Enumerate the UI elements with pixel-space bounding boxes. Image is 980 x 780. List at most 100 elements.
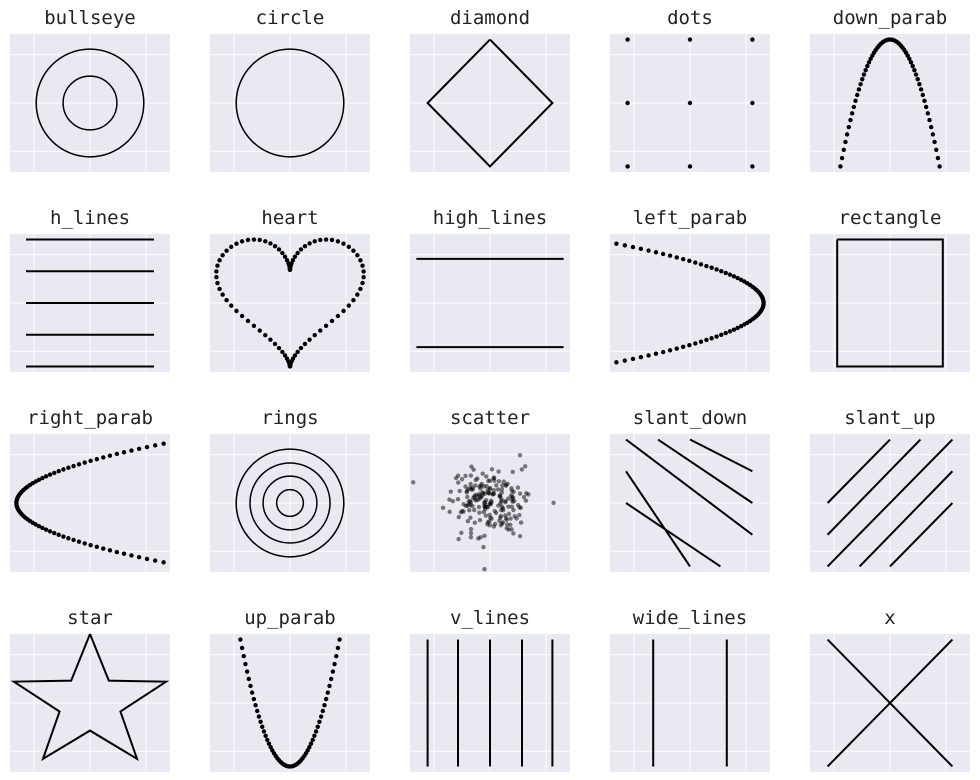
- data-point: [493, 510, 499, 516]
- data-point: [302, 244, 308, 249]
- data-point: [464, 488, 470, 494]
- data-point: [750, 164, 755, 169]
- data-point: [144, 556, 150, 562]
- data-point: [244, 669, 250, 674]
- data-point: [255, 708, 260, 714]
- data-point: [107, 548, 113, 553]
- data-point: [312, 239, 317, 244]
- data-point: [355, 292, 360, 297]
- data-point: [630, 244, 636, 250]
- series-line: [889, 502, 954, 568]
- data-point: [251, 323, 257, 329]
- data-point: [440, 505, 446, 511]
- data-point: [499, 499, 504, 504]
- data-point: [463, 473, 468, 479]
- chart-panel-circle: circle: [210, 4, 370, 172]
- data-point: [66, 536, 71, 541]
- chart-plot-area: [10, 234, 170, 372]
- data-point: [856, 87, 862, 92]
- chart-title: slant_down: [632, 407, 748, 429]
- chart-title: x: [884, 607, 896, 629]
- chart-title: h_lines: [49, 207, 131, 229]
- chart-panel-high-lines: high_lines: [410, 204, 570, 372]
- chart-plot-area: [210, 434, 370, 572]
- data-point: [358, 258, 363, 263]
- data-point: [521, 495, 527, 500]
- data-point: [483, 513, 489, 518]
- data-point: [866, 60, 872, 65]
- data-point: [719, 332, 724, 338]
- data-point: [220, 292, 225, 297]
- data-point: [468, 499, 474, 505]
- data-point: [456, 480, 461, 485]
- data-point: [47, 472, 53, 477]
- data-point: [243, 661, 248, 667]
- data-point: [714, 334, 719, 339]
- data-point: [337, 637, 342, 642]
- data-point: [323, 323, 329, 329]
- data-point: [66, 465, 71, 470]
- data-point: [328, 676, 334, 682]
- series-circle: [262, 475, 318, 531]
- data-point: [43, 527, 49, 532]
- data-point: [282, 254, 288, 259]
- data-point: [848, 117, 853, 123]
- data-point: [217, 286, 222, 292]
- chart-plot-area: [810, 34, 970, 172]
- data-point: [932, 139, 937, 145]
- series-circle: [275, 488, 305, 518]
- data-point: [318, 237, 323, 243]
- data-point: [523, 464, 528, 469]
- data-point: [361, 275, 366, 280]
- chart-plot-area: [410, 234, 570, 372]
- data-point: [499, 487, 505, 492]
- data-point: [923, 104, 929, 110]
- data-point: [750, 100, 755, 106]
- data-point: [506, 504, 511, 509]
- data-point: [491, 487, 497, 493]
- data-point: [501, 479, 506, 484]
- chart-title: rectangle: [838, 207, 942, 229]
- data-point: [498, 513, 504, 519]
- chart-plot-area: [10, 34, 170, 172]
- data-point: [489, 467, 495, 472]
- data-point: [292, 254, 298, 259]
- data-point: [853, 98, 858, 104]
- data-point: [295, 349, 300, 355]
- data-point: [40, 475, 45, 481]
- data-point: [494, 483, 499, 488]
- data-point: [298, 345, 304, 351]
- data-point: [488, 501, 493, 507]
- data-point: [908, 60, 914, 65]
- chart-panel-slant-up: slant_up: [810, 404, 970, 572]
- data-point: [317, 719, 322, 725]
- series-line: [836, 238, 944, 368]
- data-point: [101, 546, 106, 551]
- data-point: [121, 450, 127, 455]
- data-point: [865, 63, 870, 69]
- chart-panel-slant-down: slant_down: [610, 404, 770, 572]
- data-point: [503, 516, 509, 521]
- data-point: [918, 87, 924, 92]
- data-point: [496, 469, 501, 474]
- chart-title: left_parab: [632, 207, 748, 229]
- data-point: [485, 490, 491, 495]
- data-point: [704, 337, 709, 343]
- data-point: [245, 237, 251, 243]
- series-line: [826, 438, 922, 536]
- chart-title: down_parab: [832, 7, 948, 29]
- data-point: [40, 525, 45, 531]
- data-point: [510, 469, 515, 475]
- data-point: [276, 345, 282, 351]
- data-point: [476, 504, 482, 510]
- data-point: [161, 560, 166, 565]
- chart-panel-h-lines: h_lines: [10, 204, 170, 372]
- data-point: [312, 733, 317, 739]
- data-point: [614, 360, 619, 365]
- data-point: [457, 488, 462, 494]
- data-point: [841, 147, 846, 153]
- data-point: [551, 500, 556, 506]
- data-point: [750, 37, 755, 42]
- data-point: [484, 474, 489, 479]
- data-point: [858, 81, 863, 87]
